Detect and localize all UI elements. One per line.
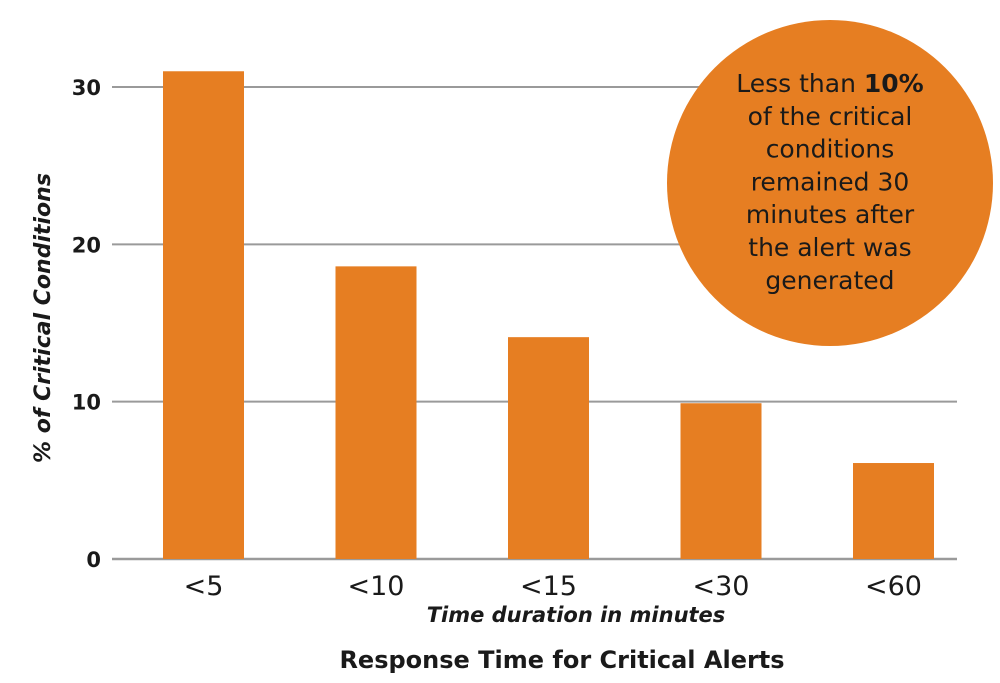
callout-line: Less than bbox=[736, 69, 864, 98]
callout-line: conditions bbox=[766, 135, 895, 164]
chart-title: Response Time for Critical Alerts bbox=[339, 646, 784, 674]
y-tick-label: 30 bbox=[72, 76, 101, 100]
x-tick-label: <15 bbox=[520, 571, 577, 602]
y-tick-label: 0 bbox=[86, 548, 101, 572]
x-tick-labels: <5 <10 <15 <30 <60 bbox=[184, 571, 922, 602]
callout-line: minutes after bbox=[746, 200, 915, 229]
x-axis-label: Time duration in minutes bbox=[427, 603, 726, 627]
callout-line: 10% bbox=[864, 69, 924, 98]
x-tick-label: <30 bbox=[693, 571, 750, 602]
y-axis-label: % of Critical Conditions bbox=[31, 173, 56, 463]
bars bbox=[163, 71, 934, 560]
x-tick-label: <10 bbox=[348, 571, 405, 602]
y-tick-labels: 0 10 20 30 bbox=[72, 76, 101, 572]
callout-text: Less than 10% of the critical conditions re… bbox=[736, 69, 923, 295]
callout-line: remained 30 bbox=[751, 167, 910, 196]
callout-circle bbox=[667, 20, 993, 346]
y-tick-label: 10 bbox=[72, 391, 101, 415]
y-tick-label: 20 bbox=[72, 233, 101, 257]
x-tick-label: <5 bbox=[184, 571, 224, 602]
callout-line: generated bbox=[765, 266, 894, 295]
bar-4 bbox=[680, 403, 762, 559]
callout-line: the alert was bbox=[748, 233, 911, 262]
bar-1 bbox=[163, 71, 244, 560]
x-tick-label: <60 bbox=[865, 571, 922, 602]
bar-3 bbox=[508, 337, 589, 559]
bar-5 bbox=[853, 463, 934, 559]
bar-2 bbox=[335, 266, 417, 559]
callout-line: of the critical bbox=[748, 102, 913, 131]
callout: Less than 10% of the critical conditions re… bbox=[667, 20, 993, 346]
